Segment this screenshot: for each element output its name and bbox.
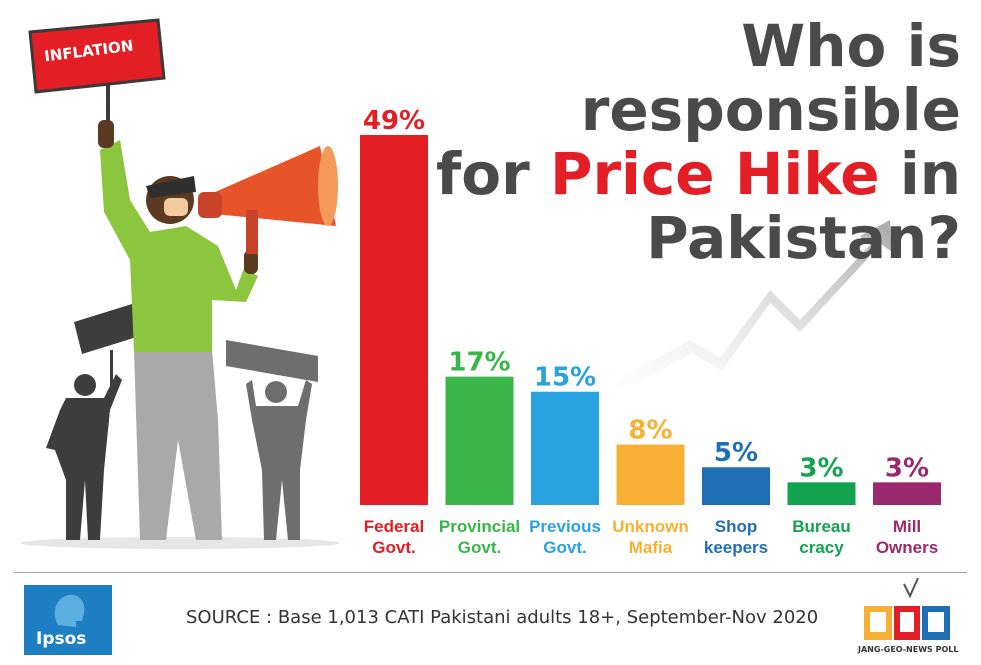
title-line-2: for Price Hike in bbox=[361, 142, 961, 206]
category-label: cracy bbox=[799, 538, 844, 557]
protester-left bbox=[46, 304, 140, 540]
bar bbox=[445, 376, 514, 505]
bar-value-label: 8% bbox=[628, 416, 672, 446]
bar bbox=[616, 444, 685, 505]
bar bbox=[787, 482, 856, 505]
bar-value-label: 15% bbox=[534, 363, 596, 393]
source-note: SOURCE : Base 1,013 CATI Pakistani adult… bbox=[186, 607, 819, 628]
title-highlight: Price Hike bbox=[549, 140, 880, 208]
category-label: Shop bbox=[715, 517, 758, 536]
bar-value-label: 5% bbox=[714, 438, 758, 468]
trend-arrow bbox=[600, 220, 892, 402]
category-label: keepers bbox=[704, 538, 768, 557]
category-label: Mill bbox=[893, 517, 921, 536]
protester-right bbox=[226, 340, 318, 540]
category-label: Mafia bbox=[629, 538, 673, 557]
inflation-sign bbox=[28, 18, 166, 94]
category-label: Owners bbox=[876, 538, 938, 557]
footer-divider bbox=[14, 572, 967, 573]
bar-chart: 49% Federal Govt. 17% Provincial Govt. 15% Prev… bbox=[360, 106, 941, 557]
category-label: Bureau bbox=[792, 517, 851, 536]
bar bbox=[702, 467, 770, 505]
title-line-3: Pakistan? bbox=[646, 204, 961, 272]
ipsos-head-icon bbox=[54, 594, 85, 627]
jgn-caption: JANG-GEO-NEWS POLL bbox=[858, 645, 959, 654]
title-line-2-suffix: in bbox=[879, 140, 961, 208]
category-label: Previous bbox=[529, 517, 601, 536]
category-label: Federal bbox=[364, 517, 424, 536]
megaphone bbox=[198, 146, 338, 254]
category-label: Govt. bbox=[543, 538, 586, 557]
category-label: Govt. bbox=[372, 538, 415, 557]
bar bbox=[531, 391, 599, 505]
bar-value-label: 3% bbox=[799, 453, 843, 483]
bar-value-label: 17% bbox=[448, 348, 510, 378]
bar-value-label: 3% bbox=[885, 453, 929, 483]
category-label: Govt. bbox=[458, 538, 501, 557]
bar-value-label: 49% bbox=[363, 106, 425, 136]
ipsos-logo: Ipsos bbox=[24, 585, 112, 655]
category-label: Unknown bbox=[612, 517, 689, 536]
bar bbox=[360, 135, 428, 505]
main-protester bbox=[98, 120, 258, 540]
title-line-2-prefix: for bbox=[436, 140, 550, 208]
chart-title: Who is responsible for Price Hike in Pak… bbox=[361, 14, 961, 270]
category-label: Provincial bbox=[439, 517, 520, 536]
bar bbox=[873, 482, 941, 505]
ipsos-logo-text: Ipsos bbox=[36, 629, 87, 649]
title-line-1: Who is responsible bbox=[580, 12, 961, 144]
jgn-logo bbox=[864, 578, 950, 640]
